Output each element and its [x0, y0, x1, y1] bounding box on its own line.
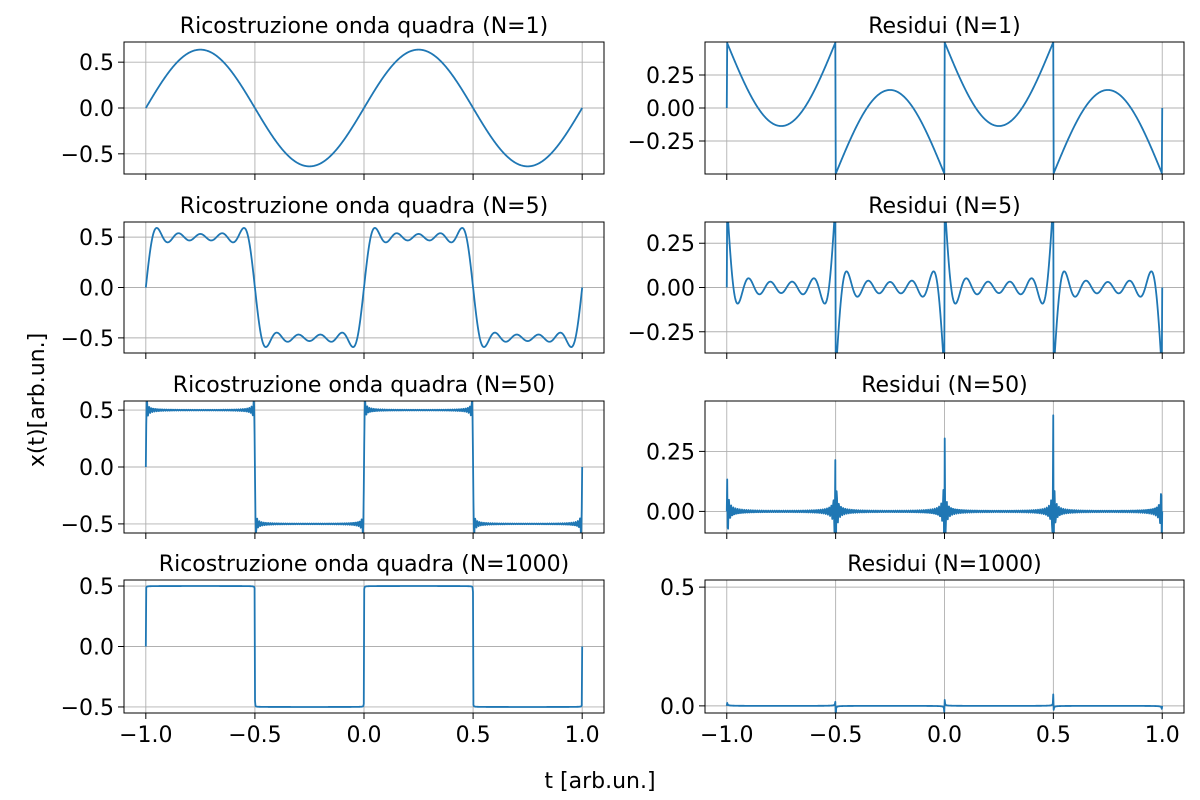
x-tick-label: 0.0 [927, 723, 962, 748]
y-axis-label: x(t)[arb.un.] [25, 333, 50, 467]
y-tick-label: 0.0 [79, 456, 114, 481]
y-tick-label: 0.5 [660, 576, 695, 601]
x-axis-label: t [arb.un.] [544, 769, 655, 794]
subplot-1: −0.5 0.0 0.5 Ricostruzione onda quadra (N=1… [61, 14, 605, 180]
y-tick-label: 0.5 [79, 51, 114, 76]
y-tick-label: −0.5 [61, 143, 114, 168]
y-tick-label: 0.25 [646, 232, 695, 257]
y-tick-label: 0.0 [79, 636, 114, 661]
series-line [144, 227, 584, 348]
series-line [725, 414, 1164, 533]
x-tick-label: −1.0 [119, 723, 172, 748]
x-tick-label: −0.5 [228, 723, 281, 748]
series-line [145, 48, 583, 168]
y-tick-label: 0.00 [646, 97, 695, 122]
y-tick-label: 0.0 [79, 277, 114, 302]
subplot-title: Ricostruzione onda quadra (N=1000) [159, 552, 569, 577]
subplot-3: −0.5 0.0 0.5 Ricostruzione onda quadra (N=5… [61, 194, 605, 359]
y-tick-label: 0.25 [646, 440, 695, 465]
subplot-7: −1.0 −0.5 0.0 0.5 1.0−0.50.00.5Ricostruzione… [61, 552, 605, 748]
y-tick-label: 0.5 [79, 399, 114, 424]
x-tick-label: 0.5 [456, 723, 491, 748]
series-line [725, 693, 1164, 713]
x-tick-label: −0.5 [809, 723, 862, 748]
x-tick-label: 0.0 [347, 723, 382, 748]
y-tick-label: 0.00 [646, 500, 695, 525]
y-tick-label: −0.5 [61, 513, 114, 538]
y-tick-label: 0.0 [79, 97, 114, 122]
series-line [144, 401, 584, 533]
subplot-title: Residui (N=5) [868, 194, 1020, 219]
y-tick-label: 0.5 [79, 226, 114, 251]
x-tick-label: 1.0 [1145, 723, 1180, 748]
subplot-6: 0.00 0.25 Residui (N=50) [646, 373, 1185, 539]
subplot-5: −0.5 0.0 0.5 Ricostruzione onda quadra (N=5… [61, 373, 605, 539]
subplot-title: Residui (N=1) [868, 14, 1020, 39]
subplot-8: −1.0 −0.5 0.0 0.5 1.0 0.0 0.5 Residui (N=1000) [660, 552, 1185, 748]
subplot-2: −0.25 0.00 0.25 Residui (N=1) [628, 14, 1185, 180]
subplot-title: Ricostruzione onda quadra (N=1) [180, 14, 548, 39]
subplot-title: Residui (N=50) [861, 373, 1027, 398]
x-tick-label: 0.5 [1036, 723, 1071, 748]
y-tick-label: 0.00 [646, 277, 695, 302]
subplot-title: Residui (N=1000) [847, 552, 1041, 577]
series-line [725, 42, 1164, 174]
series-line [144, 585, 584, 708]
y-tick-label: 0.5 [79, 575, 114, 600]
y-tick-label: 0.25 [646, 64, 695, 89]
subplot-title: Ricostruzione onda quadra (N=50) [173, 373, 555, 398]
y-tick-label: −0.5 [61, 327, 114, 352]
series-line [725, 222, 1164, 353]
x-tick-label: −1.0 [700, 723, 753, 748]
x-tick-label: 1.0 [565, 723, 600, 748]
y-tick-label: −0.5 [61, 696, 114, 721]
y-tick-label: −0.25 [628, 321, 695, 346]
y-tick-label: 0.0 [660, 695, 695, 720]
y-tick-label: −0.25 [628, 130, 695, 155]
subplot-4: −0.25 0.00 0.25 Residui (N=5) [628, 194, 1185, 359]
subplot-title: Ricostruzione onda quadra (N=5) [180, 194, 548, 219]
